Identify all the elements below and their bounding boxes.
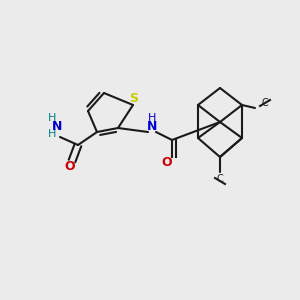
Text: S: S	[130, 92, 139, 104]
Text: H: H	[148, 113, 156, 123]
Text: H: H	[48, 129, 56, 139]
Text: C: C	[262, 98, 268, 108]
Text: N: N	[52, 119, 62, 133]
Text: O: O	[65, 160, 75, 173]
Text: O: O	[162, 157, 172, 169]
Text: C: C	[217, 174, 224, 184]
Text: H: H	[48, 113, 56, 123]
Text: N: N	[147, 121, 157, 134]
